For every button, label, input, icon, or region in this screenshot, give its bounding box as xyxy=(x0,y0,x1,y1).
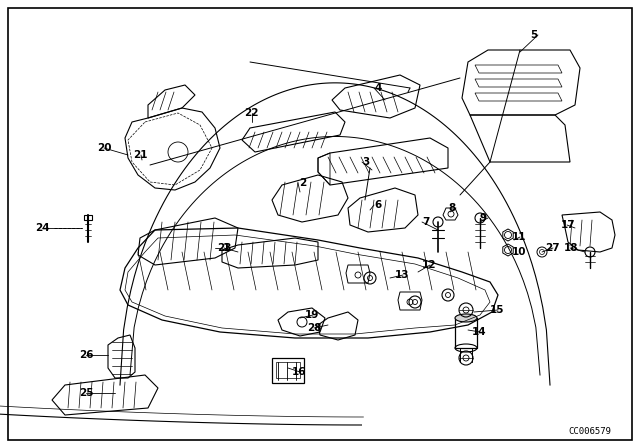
Text: 26: 26 xyxy=(79,350,94,360)
Bar xyxy=(272,358,304,383)
Text: 2: 2 xyxy=(299,178,306,188)
Text: 16: 16 xyxy=(292,367,307,377)
Text: 11: 11 xyxy=(512,232,527,242)
Bar xyxy=(276,362,300,378)
Text: CC006579: CC006579 xyxy=(568,427,611,436)
Text: 19: 19 xyxy=(305,310,319,320)
Text: 5: 5 xyxy=(530,30,537,40)
Ellipse shape xyxy=(455,314,477,322)
Text: 24: 24 xyxy=(35,223,50,233)
Text: 13: 13 xyxy=(395,270,410,280)
Text: 14: 14 xyxy=(472,327,486,337)
Text: 3: 3 xyxy=(363,157,370,167)
Bar xyxy=(455,318,477,348)
Text: 9: 9 xyxy=(480,213,487,223)
Text: 12: 12 xyxy=(422,260,436,270)
Text: 20: 20 xyxy=(97,143,112,153)
Text: 28: 28 xyxy=(307,323,322,333)
Text: 1: 1 xyxy=(223,243,230,253)
Text: 21: 21 xyxy=(133,150,147,160)
Text: 22: 22 xyxy=(244,108,259,118)
Text: 6: 6 xyxy=(375,200,382,210)
Text: 15: 15 xyxy=(490,305,504,315)
Text: 17: 17 xyxy=(561,220,575,230)
Text: 23: 23 xyxy=(218,243,232,253)
Text: 18: 18 xyxy=(563,243,578,253)
Text: 25: 25 xyxy=(79,388,94,398)
Text: 27: 27 xyxy=(545,243,559,253)
Text: 7: 7 xyxy=(422,217,430,227)
Text: 4: 4 xyxy=(374,83,382,93)
Text: 8: 8 xyxy=(448,203,455,213)
Text: 10: 10 xyxy=(512,247,527,257)
